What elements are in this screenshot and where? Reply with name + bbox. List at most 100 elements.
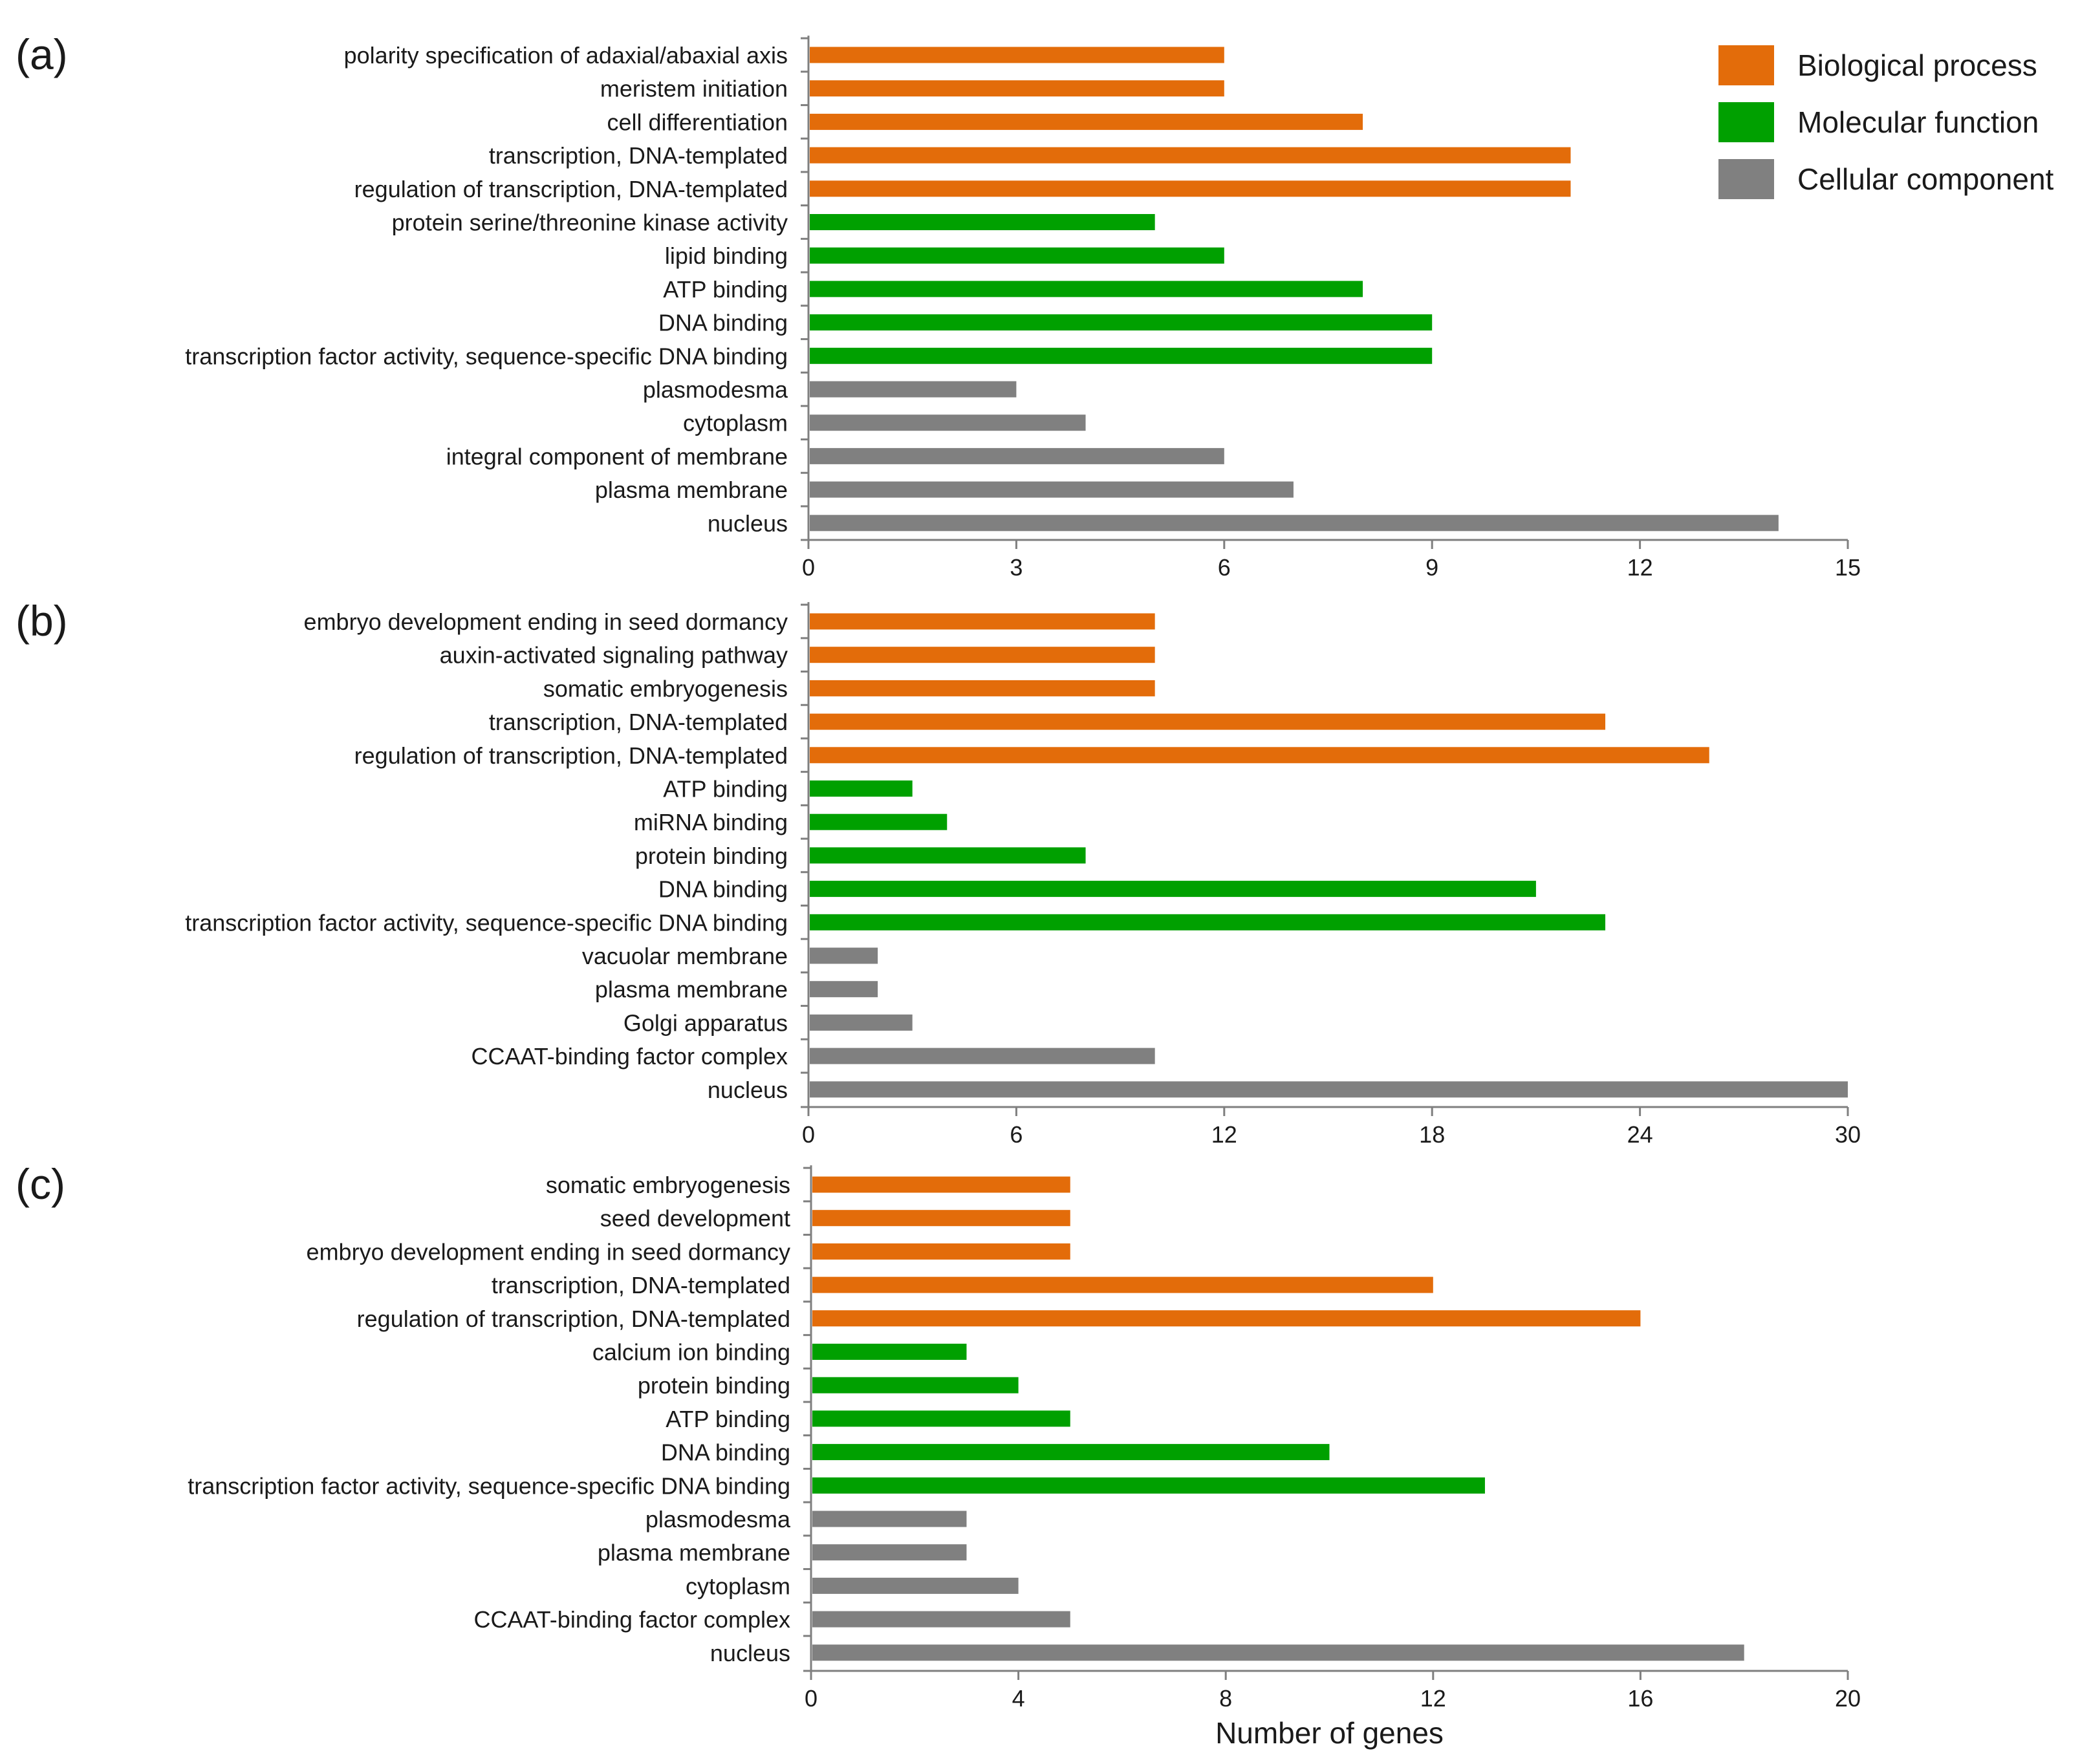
bar: [810, 647, 1155, 663]
category-label: meristem initiation: [600, 76, 788, 102]
category-label: cell differentiation: [607, 109, 788, 135]
bar: [810, 947, 878, 964]
legend-swatch: [1718, 159, 1774, 199]
x-tick-label: 12: [1420, 1685, 1446, 1712]
bar: [810, 713, 1606, 730]
panel-label: (a): [16, 30, 68, 78]
category-label: lipid binding: [665, 242, 788, 269]
bar: [810, 180, 1571, 197]
category-label: somatic embryogenesis: [543, 675, 788, 702]
category-label: plasma membrane: [595, 477, 788, 503]
category-label: plasmodesma: [643, 376, 788, 403]
category-label: regulation of transcription, DNA-templat…: [354, 176, 788, 202]
category-label: transcription factor activity, sequence-…: [185, 909, 788, 936]
x-tick-label: 12: [1211, 1121, 1237, 1148]
category-label: embryo development ending in seed dorman…: [304, 608, 788, 635]
bar: [812, 1377, 1019, 1393]
category-label: protein binding: [638, 1372, 790, 1399]
bar: [812, 1310, 1641, 1327]
category-label: CCAAT-binding factor complex: [471, 1043, 788, 1070]
category-label: DNA binding: [661, 1439, 790, 1466]
bar: [810, 481, 1294, 498]
category-label: DNA binding: [658, 310, 788, 336]
x-tick-label: 24: [1627, 1121, 1653, 1148]
x-tick-label: 8: [1219, 1685, 1232, 1712]
bar: [812, 1410, 1070, 1427]
x-tick-label: 4: [1012, 1685, 1025, 1712]
legend-swatch: [1718, 45, 1774, 85]
category-label: polarity specification of adaxial/abaxia…: [344, 42, 788, 69]
category-label: plasma membrane: [595, 976, 788, 1003]
bar: [810, 613, 1155, 630]
x-tick-label: 20: [1835, 1685, 1861, 1712]
bar: [810, 47, 1224, 63]
category-label: nucleus: [708, 510, 788, 537]
category-label: cytoplasm: [686, 1573, 790, 1599]
bar: [812, 1344, 967, 1360]
bar: [810, 680, 1155, 696]
x-tick-label: 18: [1419, 1121, 1445, 1148]
bar: [810, 447, 1224, 464]
bar: [810, 414, 1086, 431]
category-label: transcription, DNA-templated: [489, 709, 788, 735]
x-tick-label: 0: [805, 1685, 818, 1712]
category-label: Golgi apparatus: [623, 1009, 788, 1036]
bar: [810, 813, 948, 830]
category-label: seed development: [600, 1205, 790, 1232]
bar: [810, 981, 878, 998]
bar: [812, 1511, 967, 1527]
x-tick-label: 0: [802, 554, 815, 581]
category-label: ATP binding: [663, 776, 788, 802]
x-tick-label: 9: [1425, 554, 1438, 581]
category-label: calcium ion binding: [592, 1339, 790, 1366]
bar: [810, 914, 1606, 930]
x-tick-label: 15: [1835, 554, 1861, 581]
bar: [810, 747, 1709, 764]
category-label: miRNA binding: [634, 809, 788, 835]
legend-label: Cellular component: [1797, 162, 2054, 196]
category-label: regulation of transcription, DNA-templat…: [354, 742, 788, 769]
bar: [810, 847, 1086, 864]
x-axis-title: Number of genes: [1215, 1716, 1444, 1750]
panel-1: (a) polarity specification of adaxial/aba…: [16, 30, 1861, 581]
panel-3: (c) somatic embryogenesis seed development…: [16, 1160, 1861, 1750]
category-label: plasmodesma: [645, 1506, 791, 1533]
bar: [812, 1611, 1070, 1628]
category-label: vacuolar membrane: [582, 943, 788, 969]
category-label: protein serine/threonine kinase activity: [392, 210, 788, 236]
category-label: auxin-activated signaling pathway: [440, 642, 788, 669]
bar: [812, 1176, 1070, 1193]
bar: [812, 1577, 1019, 1594]
x-tick-label: 3: [1010, 554, 1023, 581]
x-tick-label: 6: [1010, 1121, 1023, 1148]
bar: [812, 1544, 967, 1561]
bar: [812, 1477, 1485, 1494]
chart-panels: (a) polarity specification of adaxial/aba…: [16, 30, 1861, 1750]
bar: [810, 214, 1155, 230]
category-label: transcription, DNA-templated: [492, 1272, 790, 1298]
category-label: nucleus: [708, 1077, 788, 1103]
panel-2: (b) embryo development ending in seed dor…: [16, 597, 1861, 1148]
x-tick-label: 16: [1627, 1685, 1653, 1712]
category-label: nucleus: [710, 1640, 790, 1666]
category-label: integral component of membrane: [446, 443, 788, 469]
legend-label: Biological process: [1797, 48, 2037, 82]
legend-label: Molecular function: [1797, 105, 2039, 139]
category-label: regulation of transcription, DNA-templat…: [357, 1306, 790, 1332]
bar: [810, 780, 913, 797]
category-label: cytoplasm: [683, 410, 788, 436]
bar: [812, 1210, 1070, 1227]
bar: [810, 247, 1224, 264]
x-tick-label: 12: [1627, 554, 1653, 581]
legend-swatch: [1718, 102, 1774, 142]
bar: [810, 881, 1536, 898]
category-label: embryo development ending in seed dorman…: [307, 1238, 790, 1265]
x-tick-label: 6: [1218, 554, 1231, 581]
bar: [810, 147, 1571, 164]
bar: [810, 1048, 1155, 1064]
category-label: plasma membrane: [598, 1540, 790, 1566]
bar: [810, 1014, 913, 1031]
category-label: transcription factor activity, sequence-…: [185, 343, 788, 369]
category-label: DNA binding: [658, 876, 788, 903]
